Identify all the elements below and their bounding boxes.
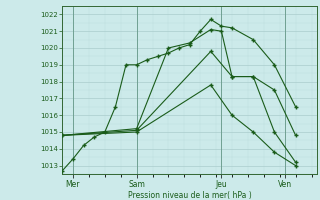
X-axis label: Pression niveau de la mer( hPa ): Pression niveau de la mer( hPa ) (128, 191, 252, 200)
